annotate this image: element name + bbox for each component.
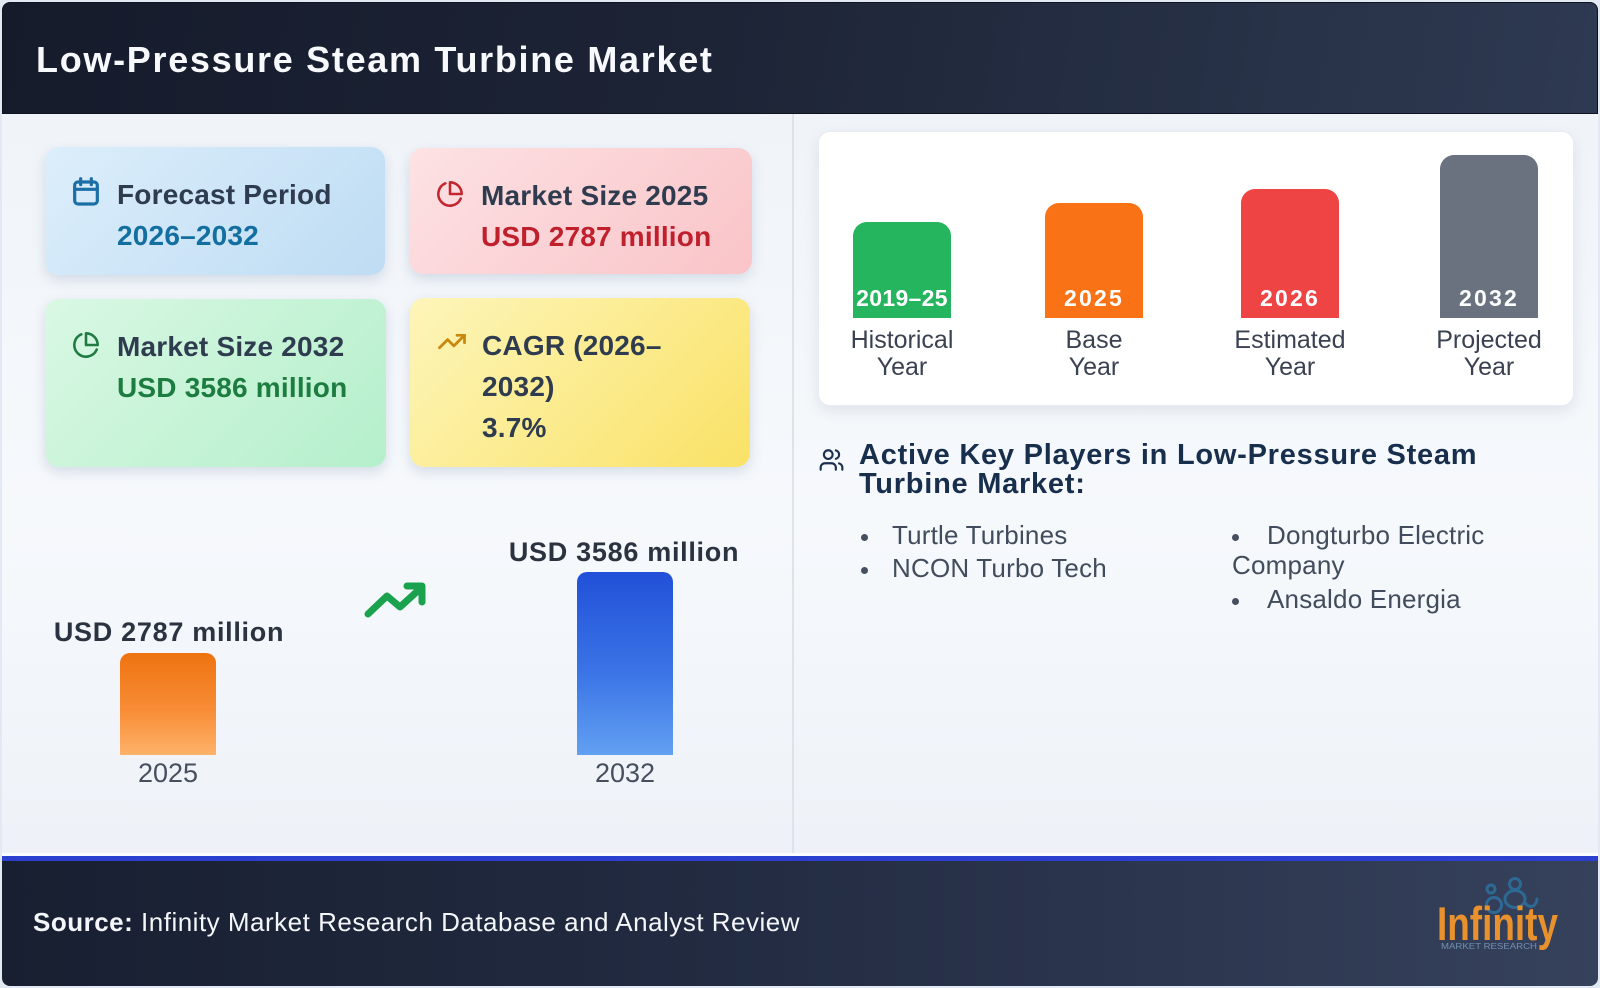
svg-text:MARKET RESEARCH: MARKET RESEARCH xyxy=(1441,942,1537,951)
svg-text:Infinity: Infinity xyxy=(1437,897,1558,950)
